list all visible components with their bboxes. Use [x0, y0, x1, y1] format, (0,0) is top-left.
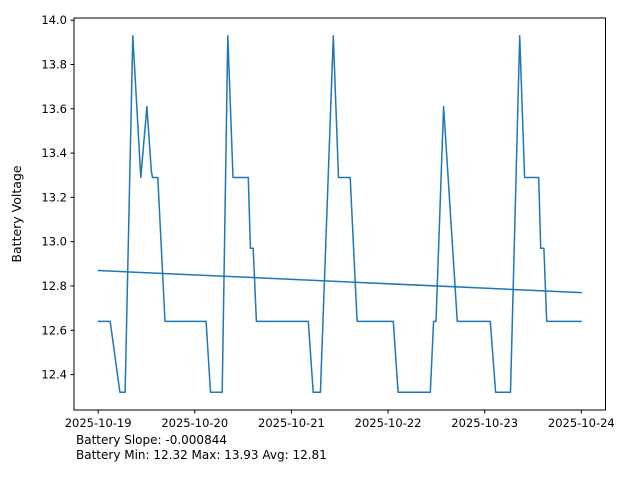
- y-tick-label: 13.8: [41, 58, 67, 72]
- y-axis-ticks: [70, 19, 74, 376]
- x-tick-label: 2025-10-23: [451, 416, 518, 430]
- battery-trend-line: [97, 269, 583, 294]
- x-axis-ticks: [97, 410, 582, 414]
- y-tick-label: 13.4: [41, 146, 67, 160]
- x-tick-label: 2025-10-20: [161, 416, 228, 430]
- plot-area: 2025-10-19 2025-10-20 2025-10-21 2025-10-22…: [41, 13, 614, 430]
- y-tick-label: 13.0: [41, 235, 67, 249]
- battery-voltage-line: [97, 34, 583, 394]
- x-tick-label: 2025-10-19: [65, 416, 132, 430]
- plot-border: [73, 17, 606, 411]
- stats-text: Battery Slope: -0.000844 Battery Min: 12…: [76, 433, 327, 462]
- y-tick-label: 12.8: [41, 279, 67, 293]
- y-axis-label: Battery Voltage: [9, 165, 24, 262]
- stats-slope-line: Battery Slope: -0.000844: [76, 433, 227, 447]
- x-tick-label: 2025-10-24: [548, 416, 615, 430]
- x-tick-label: 2025-10-21: [258, 416, 325, 430]
- stats-minmax-line: Battery Min: 12.32 Max: 13.93 Avg: 12.81: [76, 448, 327, 462]
- y-tick-label: 12.6: [41, 323, 67, 337]
- y-axis-tick-labels: 12.4 12.6 12.8 13.0 13.2 13.4 13.6 13.8 14.0: [41, 13, 67, 381]
- y-tick-label: 14.0: [41, 13, 67, 27]
- y-tick-label: 12.4: [41, 368, 67, 382]
- y-tick-label: 13.6: [41, 102, 67, 116]
- y-tick-label: 13.2: [41, 190, 67, 204]
- x-axis-tick-labels: 2025-10-19 2025-10-20 2025-10-21 2025-10-22…: [65, 416, 615, 430]
- x-tick-label: 2025-10-22: [355, 416, 422, 430]
